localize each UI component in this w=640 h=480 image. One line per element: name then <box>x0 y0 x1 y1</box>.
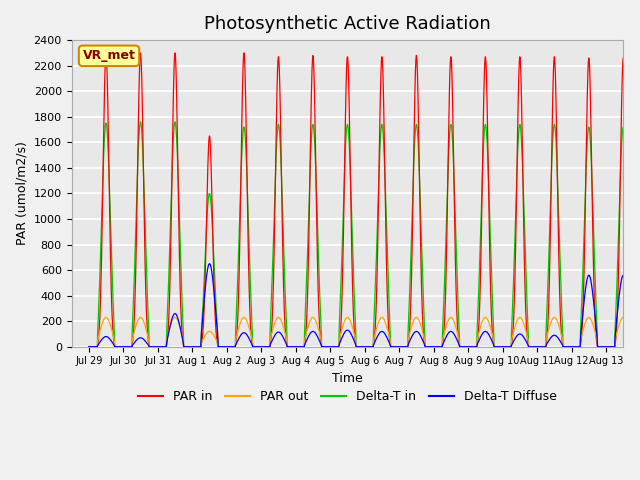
X-axis label: Time: Time <box>332 372 363 385</box>
Y-axis label: PAR (umol/m2/s): PAR (umol/m2/s) <box>15 142 28 245</box>
Text: VR_met: VR_met <box>83 49 136 62</box>
Legend: PAR in, PAR out, Delta-T in, Delta-T Diffuse: PAR in, PAR out, Delta-T in, Delta-T Dif… <box>133 385 561 408</box>
Title: Photosynthetic Active Radiation: Photosynthetic Active Radiation <box>204 15 491 33</box>
